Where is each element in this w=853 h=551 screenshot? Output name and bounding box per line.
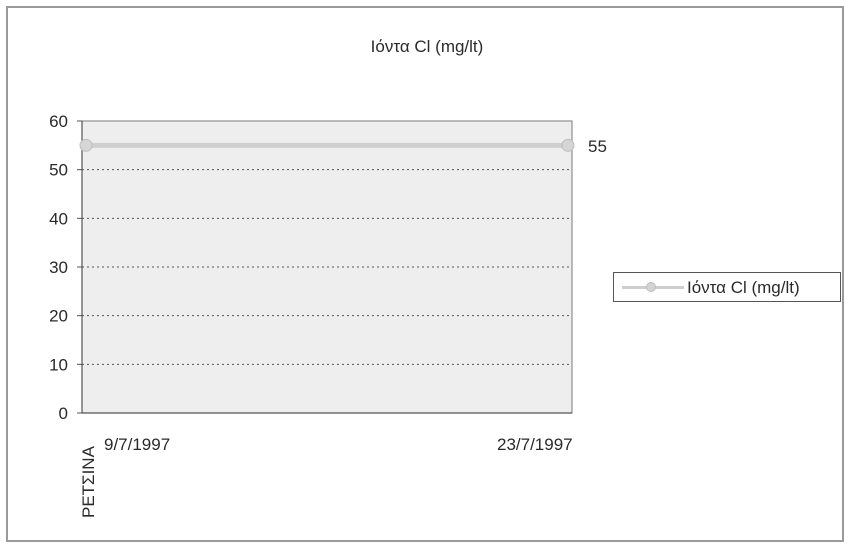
data-point-0-1: [561, 138, 575, 152]
series-layer: [79, 138, 575, 152]
category-label: ΡΕΤΣΙΝΑ: [79, 445, 98, 518]
legend: Ιόντα Cl (mg/lt): [613, 272, 841, 302]
y-tick-label-6: 60: [49, 112, 68, 131]
y-tick-label-0: 0: [59, 404, 68, 423]
data-label-0: 55: [588, 137, 607, 156]
y-tick-label-4: 40: [49, 209, 68, 228]
y-tick-label-3: 30: [49, 258, 68, 277]
y-tick-label-1: 10: [49, 355, 68, 374]
legend-label: Ιόντα Cl (mg/lt): [687, 278, 800, 297]
chart-title: Ιόντα Cl (mg/lt): [371, 37, 484, 56]
x-tick-label-0: 9/7/1997: [104, 435, 170, 454]
legend-marker-icon: [646, 282, 656, 292]
y-axis-ticks: 0 10 20 30 40 50 60: [49, 112, 82, 423]
grid-lines: [82, 169, 572, 365]
data-point-0-0: [79, 138, 93, 152]
y-tick-label-2: 20: [49, 307, 68, 326]
x-tick-label-1: 23/7/1997: [497, 435, 573, 454]
y-tick-label-5: 50: [49, 161, 68, 180]
